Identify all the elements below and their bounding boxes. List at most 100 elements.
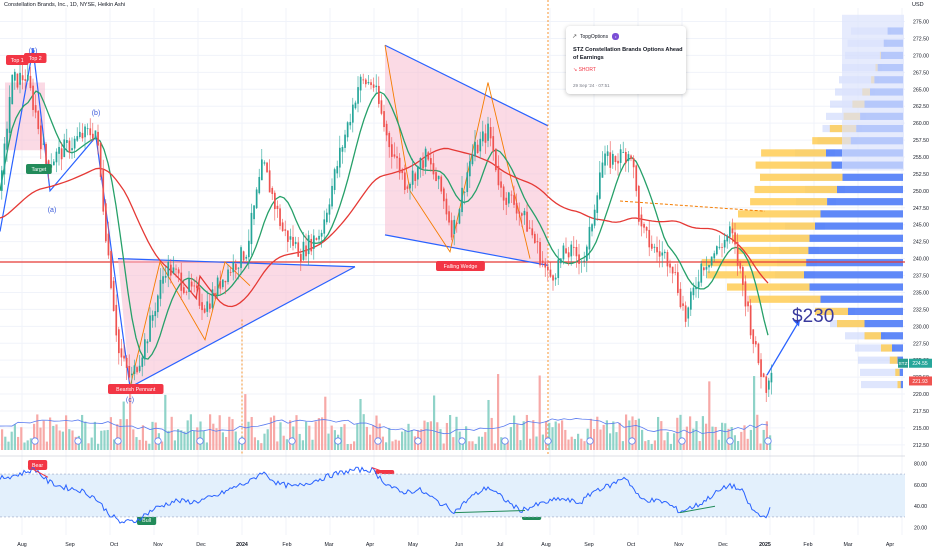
candle xyxy=(721,247,723,248)
candle xyxy=(656,246,658,253)
candle xyxy=(679,288,682,308)
time-tick: Oct xyxy=(110,542,119,548)
volume-bar xyxy=(522,421,525,450)
candle xyxy=(255,189,258,209)
volume-bar xyxy=(404,430,407,450)
candle xyxy=(573,246,575,248)
volume-bar xyxy=(641,429,644,450)
volume-bar xyxy=(465,426,468,450)
candle xyxy=(502,186,505,201)
volume-bar xyxy=(391,441,394,450)
volume-bar xyxy=(516,424,519,450)
volume-bar xyxy=(29,438,32,450)
volume-profile-sell xyxy=(895,368,900,376)
candle xyxy=(27,74,29,81)
volume-bar xyxy=(500,437,503,450)
candle xyxy=(362,79,365,81)
candle xyxy=(461,187,463,213)
candle xyxy=(131,373,133,376)
wave-5-label: (5) xyxy=(29,48,38,55)
candle xyxy=(305,245,307,257)
volume-bar xyxy=(525,414,528,450)
volume-bar xyxy=(375,415,378,450)
volume-bar xyxy=(765,421,768,450)
candle xyxy=(190,281,193,287)
volume-profile-buy xyxy=(806,259,903,267)
volume-bar xyxy=(301,440,304,450)
event-icon xyxy=(544,437,552,445)
moving-averages xyxy=(0,90,769,360)
volume-bar xyxy=(250,416,253,450)
candle xyxy=(53,161,55,166)
volume-profile-sell xyxy=(707,271,804,279)
idea-author[interactable]: TopgOptions xyxy=(580,34,609,40)
volume-bar xyxy=(282,435,285,450)
time-tick: Dec xyxy=(196,542,206,548)
candle xyxy=(302,241,305,260)
candle xyxy=(443,188,445,202)
volume-bar xyxy=(609,433,612,450)
volume-bar xyxy=(455,416,458,450)
volume-bar xyxy=(497,374,500,450)
volume-bar xyxy=(666,432,669,450)
candle xyxy=(445,198,448,215)
volume-bar xyxy=(369,434,372,450)
candle xyxy=(274,192,276,210)
candle xyxy=(492,136,495,152)
candle xyxy=(398,157,401,174)
candle xyxy=(21,75,24,81)
volume-profile-sell xyxy=(755,161,832,169)
volume-bar xyxy=(410,430,413,450)
volume-bar xyxy=(100,430,103,450)
volume-bar xyxy=(628,420,631,450)
bearish-pennant-zone xyxy=(118,258,355,388)
volume-bar xyxy=(605,420,608,450)
candle xyxy=(79,131,81,138)
candle xyxy=(222,279,224,288)
volume-profile-buy xyxy=(864,320,903,328)
rsi-bull-divergence xyxy=(679,505,716,514)
volume-profile-sell xyxy=(761,149,826,157)
candle xyxy=(505,197,508,205)
event-icon xyxy=(374,437,382,445)
volume-bar xyxy=(657,416,660,450)
volume-bar xyxy=(205,442,208,450)
volume-bar xyxy=(164,394,167,450)
volume-bar xyxy=(721,422,724,450)
candle xyxy=(144,339,146,360)
volume-bar xyxy=(295,415,298,450)
target-label-bg xyxy=(26,164,52,174)
candle xyxy=(424,148,427,167)
rsi-pane xyxy=(0,455,905,524)
candle xyxy=(8,96,11,133)
candle xyxy=(224,281,227,283)
candle xyxy=(726,235,729,242)
candle xyxy=(315,238,318,240)
idea-title[interactable]: STZ Constellation Brands Options Ahead o… xyxy=(573,47,683,61)
candle xyxy=(92,133,94,139)
volume-bar xyxy=(545,421,548,450)
price-tick: 215.00 xyxy=(913,426,929,432)
volume-bar xyxy=(260,443,263,450)
idea-card[interactable]: ↗ TopgOptions • STZ Constellation Brands… xyxy=(566,26,686,94)
candle xyxy=(695,287,697,290)
volume-profile-sell xyxy=(731,222,815,230)
candle xyxy=(307,235,310,255)
volume-bar xyxy=(298,433,301,450)
candle xyxy=(385,123,388,136)
rsi-bear-divergence xyxy=(371,467,385,473)
time-tick: Feb xyxy=(282,542,291,548)
price-tick: 227.50 xyxy=(913,341,929,347)
volume-bar xyxy=(125,419,128,450)
volume-bar xyxy=(372,425,375,450)
candle xyxy=(458,209,461,224)
event-icon xyxy=(458,437,466,445)
candle xyxy=(604,153,606,166)
volume-bar xyxy=(324,396,327,450)
volume-bar xyxy=(650,443,653,450)
volume-bar xyxy=(567,439,570,450)
volume-profile-bg xyxy=(860,368,900,376)
chart-idea-icon: ↗ xyxy=(572,34,578,40)
volume-bar xyxy=(87,443,90,450)
